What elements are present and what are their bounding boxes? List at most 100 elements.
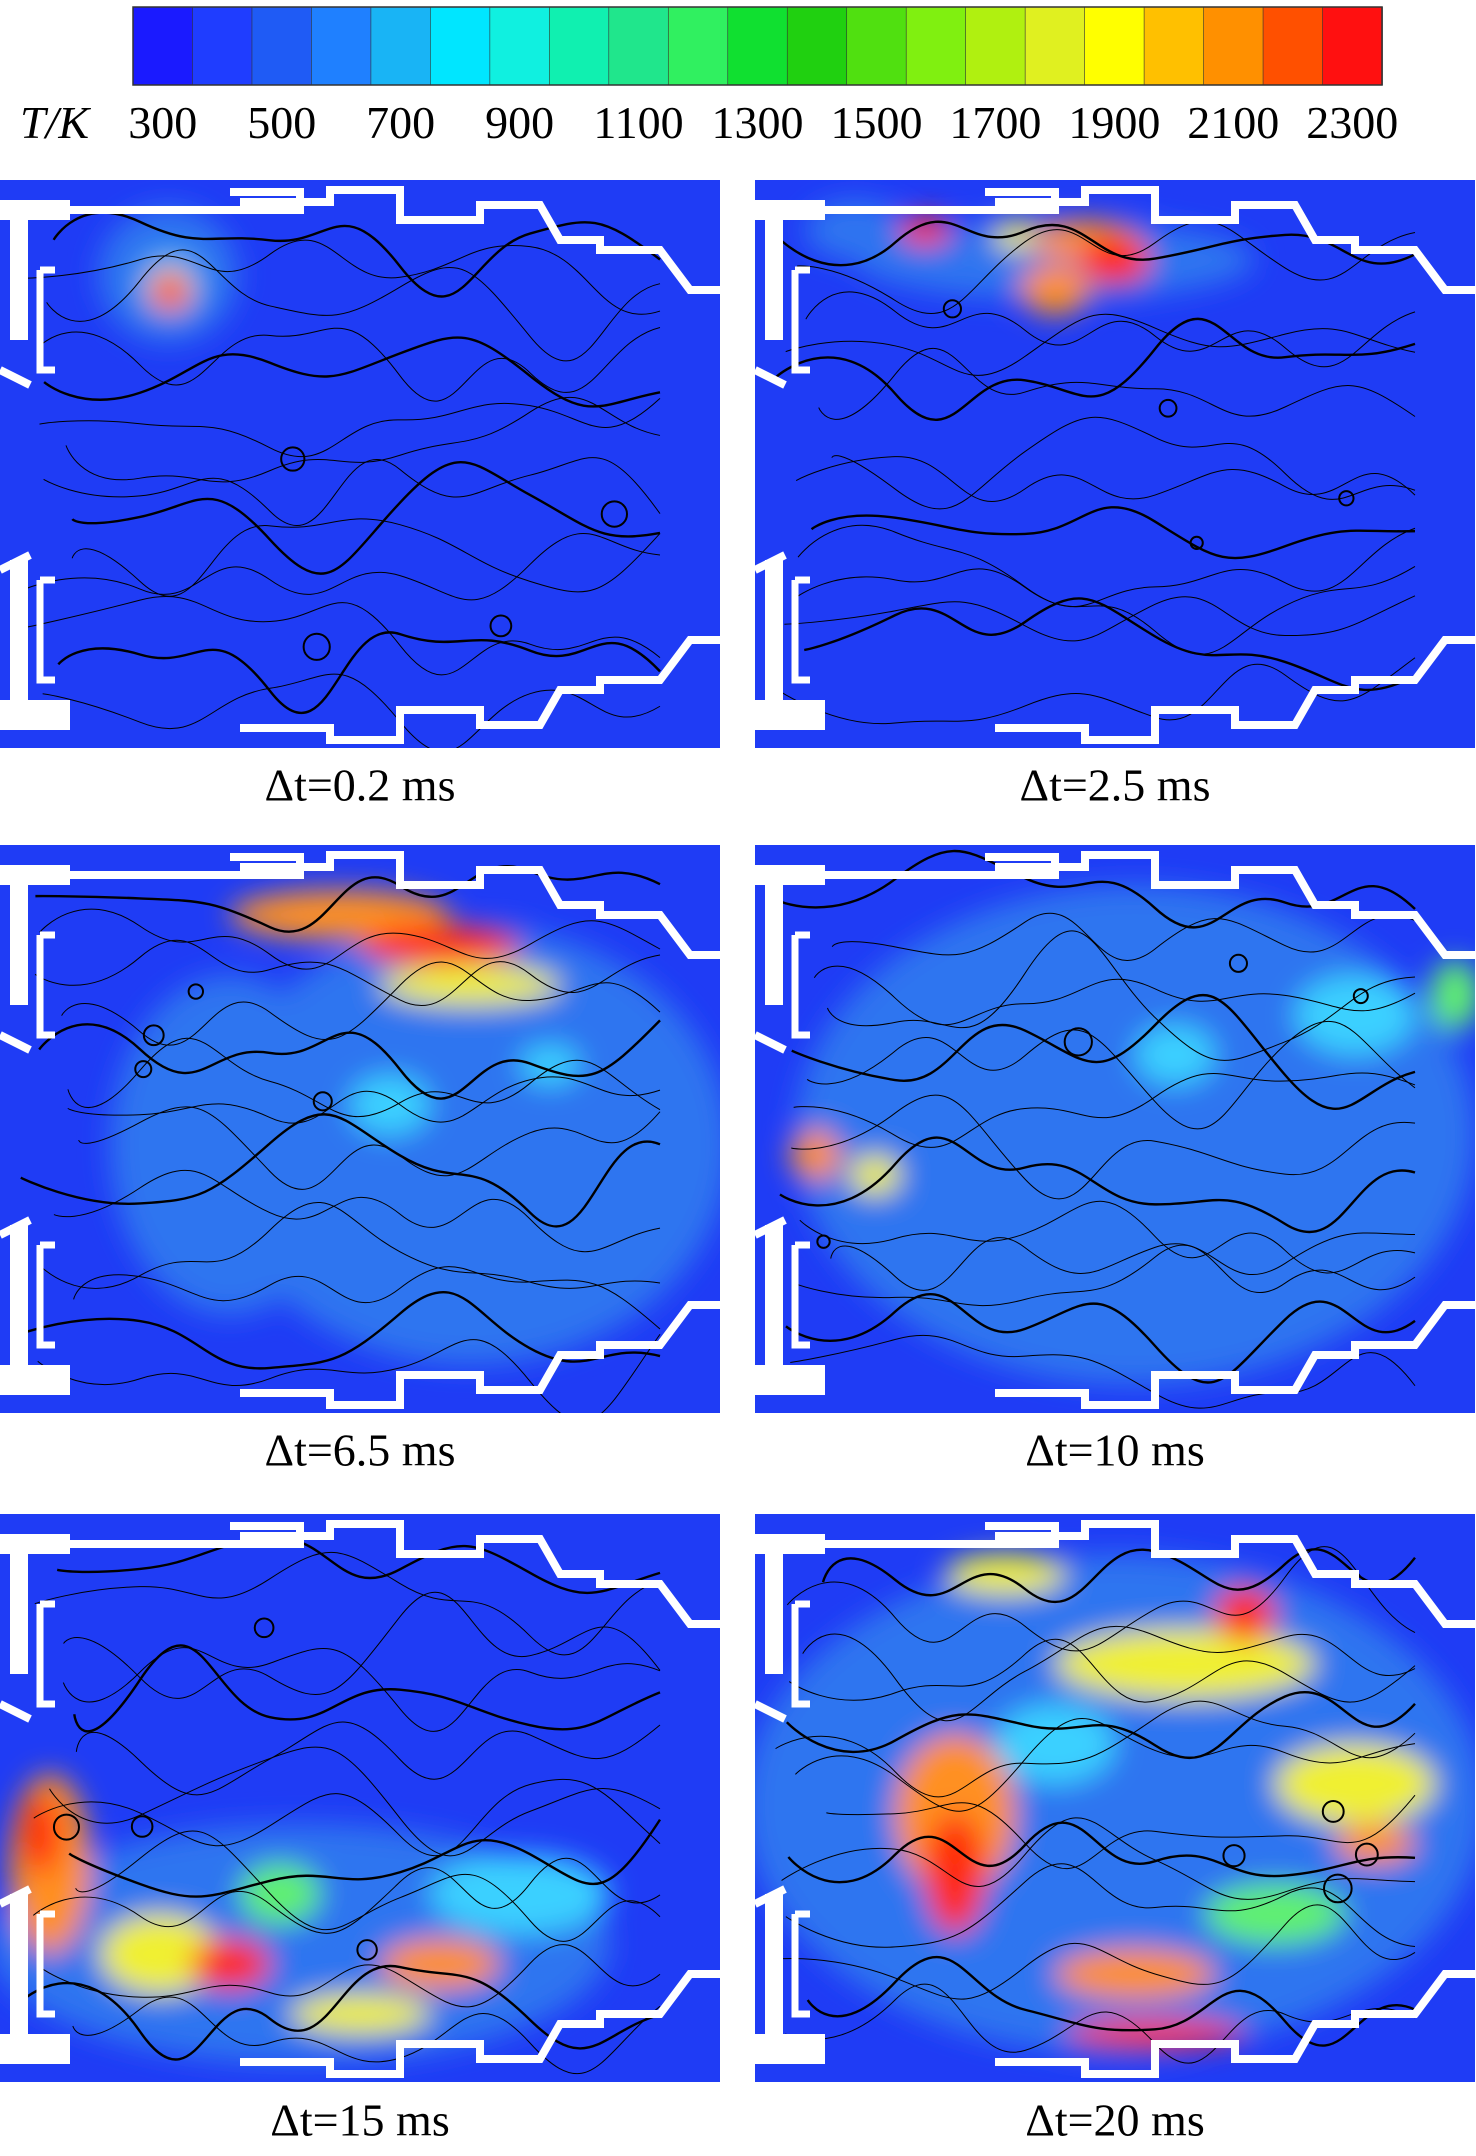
colorbar-segment xyxy=(786,6,848,86)
colorbar-label: T/K xyxy=(20,97,91,148)
streamline xyxy=(785,1690,1416,1759)
streamline xyxy=(786,1546,1416,1652)
hot-regions xyxy=(755,1554,1475,2054)
vortex xyxy=(600,500,629,528)
streamline xyxy=(72,1996,661,2075)
vortex xyxy=(1321,1800,1345,1823)
streamline xyxy=(37,1333,661,1413)
vortex xyxy=(280,446,306,472)
streamline xyxy=(775,1700,1416,1798)
streamline xyxy=(784,595,1416,642)
colorbar-segment xyxy=(1262,6,1324,86)
temperature-region xyxy=(925,1814,985,1934)
streamline xyxy=(785,1293,1416,1384)
colorbar-segment xyxy=(727,6,789,86)
temperature-region xyxy=(240,1864,320,1924)
colorbar-segment xyxy=(846,6,907,86)
streamline xyxy=(802,1625,1416,1722)
colorbar-frame xyxy=(132,6,1383,86)
streamline xyxy=(62,1647,661,1732)
streamline xyxy=(831,912,1416,962)
streamline xyxy=(788,1638,1416,1703)
vortex xyxy=(1338,490,1355,507)
streamline xyxy=(797,524,1416,608)
streamline xyxy=(73,1266,661,1330)
vortex xyxy=(1063,1027,1093,1057)
streamline xyxy=(25,595,661,676)
temperature-region xyxy=(20,1794,60,1874)
hot-regions xyxy=(98,207,238,343)
colorbar-tick-label: 1700 xyxy=(949,97,1041,148)
panel-caption: Δt=6.5 ms xyxy=(265,1425,456,1476)
temperature-region xyxy=(995,1704,1115,1784)
vortex xyxy=(130,1815,154,1838)
colorbar-segment xyxy=(965,6,1026,86)
streamline xyxy=(21,1964,661,2061)
streamline xyxy=(792,1244,1416,1307)
colorbar-segment xyxy=(549,6,610,86)
streamline xyxy=(810,506,1416,560)
streamline xyxy=(57,631,661,714)
streamline xyxy=(71,461,661,575)
temperature-region xyxy=(1430,960,1475,1030)
colorbar-segment xyxy=(608,6,670,86)
vortex xyxy=(1354,1842,1379,1867)
vortex xyxy=(1222,1844,1246,1868)
temperature-region xyxy=(900,215,950,245)
vortex xyxy=(302,632,331,661)
vortex xyxy=(52,1813,80,1841)
streamline xyxy=(34,939,661,1007)
streamline xyxy=(785,313,1416,376)
vortex xyxy=(816,1234,831,1249)
colorbar-segment xyxy=(1322,6,1383,86)
temperature-region xyxy=(156,278,184,306)
colorbar-segment xyxy=(132,6,194,86)
temperature-region xyxy=(100,1914,220,1994)
streamline xyxy=(785,1983,1416,2064)
colorbar-tick-label: 1900 xyxy=(1068,97,1160,148)
streamline xyxy=(78,1106,661,1190)
temperature-region xyxy=(380,1939,500,1989)
colorbar-segment xyxy=(251,6,313,86)
streamline xyxy=(73,1644,661,1733)
colorbar-tick-label: 1300 xyxy=(712,97,804,148)
streamline xyxy=(813,965,1416,1026)
vortex xyxy=(134,1060,153,1079)
streamline xyxy=(43,457,661,527)
streamline xyxy=(46,249,661,362)
streamline xyxy=(795,456,1416,502)
streamline xyxy=(787,1821,1416,1884)
colorbar-segment xyxy=(1203,6,1264,86)
streamline xyxy=(775,317,1416,421)
colorbar-segment xyxy=(1024,6,1086,86)
colorbar-tick-label: 500 xyxy=(247,97,316,148)
streamline xyxy=(20,1113,661,1228)
temperature-region xyxy=(1135,1025,1215,1085)
contour-panel xyxy=(755,845,1476,1413)
temperature-region xyxy=(380,965,560,1005)
streamline xyxy=(24,239,661,315)
vortex xyxy=(356,1939,378,1961)
vortex xyxy=(187,983,205,1000)
streamline xyxy=(821,1548,1416,1604)
temperature-region xyxy=(945,1554,1065,1594)
streamline xyxy=(826,1794,1416,1869)
streamlines xyxy=(774,220,1416,725)
colorbar-tick-label: 700 xyxy=(366,97,435,148)
vortex xyxy=(312,1091,333,1112)
temperature-region xyxy=(1055,1949,1215,1999)
panel-caption: Δt=20 ms xyxy=(1025,2095,1205,2146)
streamline xyxy=(805,291,1416,368)
temperature-region xyxy=(290,1994,430,2034)
streamline xyxy=(806,1956,1416,2047)
contour-panel xyxy=(745,1514,1476,2082)
panel-caption: Δt=10 ms xyxy=(1025,1425,1205,1476)
temperature-region xyxy=(190,1939,270,1989)
temperature-region xyxy=(1020,265,1090,315)
colorbar-tick-label: 2300 xyxy=(1306,97,1398,148)
temperature-region xyxy=(1295,975,1415,1055)
streamline xyxy=(830,1232,1416,1291)
colorbar-segment xyxy=(430,6,491,86)
streamline xyxy=(806,1021,1416,1130)
